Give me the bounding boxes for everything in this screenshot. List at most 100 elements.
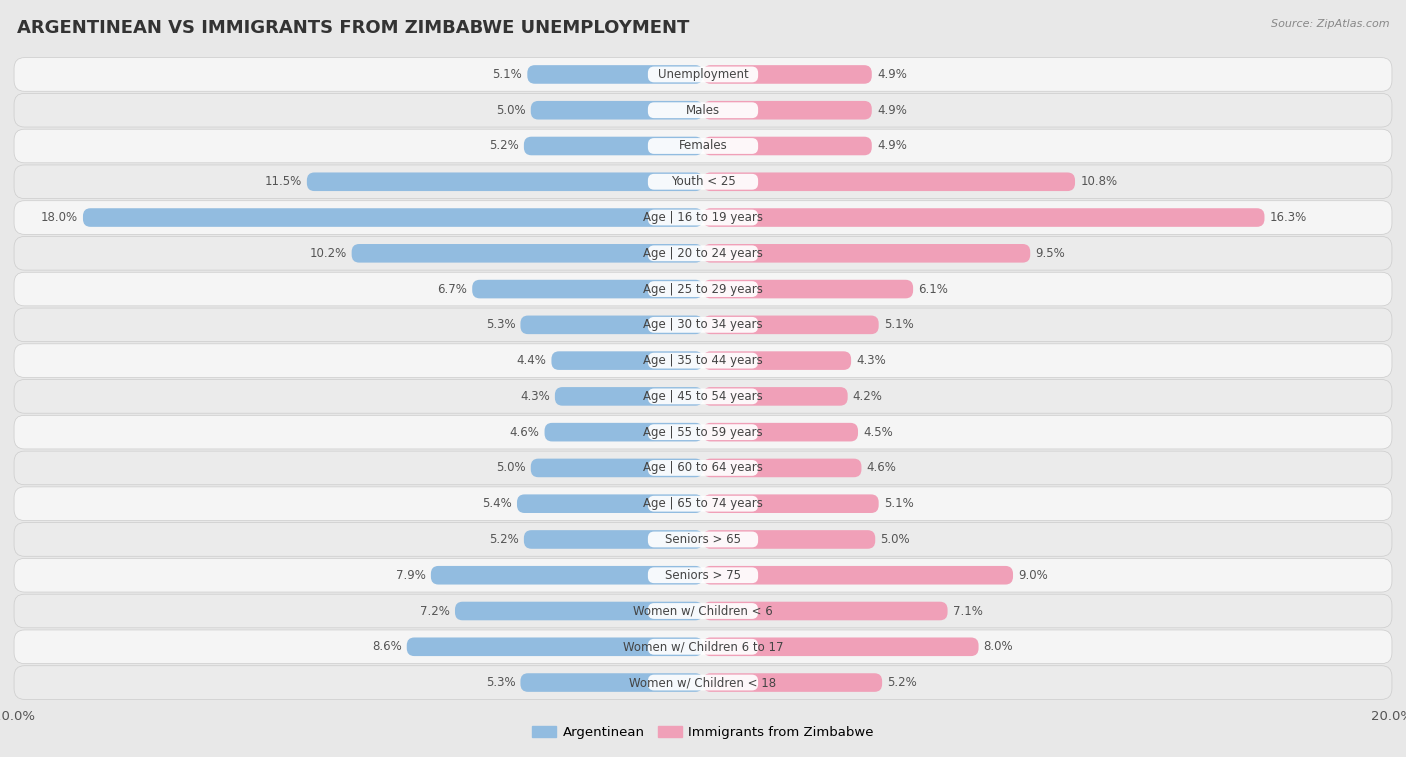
FancyBboxPatch shape — [544, 423, 703, 441]
Text: 4.2%: 4.2% — [853, 390, 883, 403]
Text: Age | 55 to 59 years: Age | 55 to 59 years — [643, 425, 763, 438]
FancyBboxPatch shape — [703, 602, 948, 620]
FancyBboxPatch shape — [648, 496, 758, 512]
FancyBboxPatch shape — [14, 236, 1392, 270]
FancyBboxPatch shape — [648, 317, 758, 333]
Text: Seniors > 65: Seniors > 65 — [665, 533, 741, 546]
Text: 4.3%: 4.3% — [520, 390, 550, 403]
FancyBboxPatch shape — [517, 494, 703, 513]
Text: Age | 16 to 19 years: Age | 16 to 19 years — [643, 211, 763, 224]
FancyBboxPatch shape — [14, 93, 1392, 127]
Text: 5.0%: 5.0% — [496, 462, 526, 475]
FancyBboxPatch shape — [648, 424, 758, 440]
Text: 4.3%: 4.3% — [856, 354, 886, 367]
FancyBboxPatch shape — [14, 630, 1392, 664]
Text: 4.5%: 4.5% — [863, 425, 893, 438]
Text: 18.0%: 18.0% — [41, 211, 77, 224]
Text: 5.2%: 5.2% — [489, 139, 519, 152]
Text: 4.9%: 4.9% — [877, 139, 907, 152]
Text: 16.3%: 16.3% — [1270, 211, 1308, 224]
FancyBboxPatch shape — [14, 451, 1392, 484]
FancyBboxPatch shape — [703, 530, 875, 549]
FancyBboxPatch shape — [14, 165, 1392, 198]
FancyBboxPatch shape — [456, 602, 703, 620]
FancyBboxPatch shape — [703, 566, 1012, 584]
FancyBboxPatch shape — [551, 351, 703, 370]
FancyBboxPatch shape — [703, 423, 858, 441]
Text: Source: ZipAtlas.com: Source: ZipAtlas.com — [1271, 19, 1389, 29]
Text: Age | 45 to 54 years: Age | 45 to 54 years — [643, 390, 763, 403]
FancyBboxPatch shape — [703, 65, 872, 84]
Text: Age | 30 to 34 years: Age | 30 to 34 years — [643, 319, 763, 332]
Text: 4.9%: 4.9% — [877, 68, 907, 81]
Text: 5.1%: 5.1% — [884, 497, 914, 510]
Text: 10.2%: 10.2% — [309, 247, 346, 260]
FancyBboxPatch shape — [527, 65, 703, 84]
Text: 9.5%: 9.5% — [1035, 247, 1066, 260]
Text: 7.2%: 7.2% — [420, 605, 450, 618]
Text: 4.6%: 4.6% — [509, 425, 540, 438]
Text: Age | 20 to 24 years: Age | 20 to 24 years — [643, 247, 763, 260]
FancyBboxPatch shape — [555, 387, 703, 406]
FancyBboxPatch shape — [648, 138, 758, 154]
FancyBboxPatch shape — [703, 244, 1031, 263]
Text: 11.5%: 11.5% — [264, 176, 302, 188]
FancyBboxPatch shape — [703, 637, 979, 656]
FancyBboxPatch shape — [648, 531, 758, 547]
Text: 5.3%: 5.3% — [485, 319, 515, 332]
FancyBboxPatch shape — [648, 174, 758, 190]
Text: Age | 35 to 44 years: Age | 35 to 44 years — [643, 354, 763, 367]
Text: Age | 65 to 74 years: Age | 65 to 74 years — [643, 497, 763, 510]
FancyBboxPatch shape — [430, 566, 703, 584]
FancyBboxPatch shape — [648, 353, 758, 369]
FancyBboxPatch shape — [14, 273, 1392, 306]
Text: 9.0%: 9.0% — [1018, 569, 1047, 581]
FancyBboxPatch shape — [14, 487, 1392, 521]
FancyBboxPatch shape — [14, 416, 1392, 449]
FancyBboxPatch shape — [520, 673, 703, 692]
Text: 5.4%: 5.4% — [482, 497, 512, 510]
FancyBboxPatch shape — [703, 387, 848, 406]
FancyBboxPatch shape — [14, 344, 1392, 378]
FancyBboxPatch shape — [14, 665, 1392, 699]
FancyBboxPatch shape — [307, 173, 703, 191]
FancyBboxPatch shape — [703, 351, 851, 370]
FancyBboxPatch shape — [648, 210, 758, 226]
FancyBboxPatch shape — [703, 316, 879, 334]
FancyBboxPatch shape — [520, 316, 703, 334]
FancyBboxPatch shape — [648, 245, 758, 261]
FancyBboxPatch shape — [648, 460, 758, 476]
Text: 5.2%: 5.2% — [489, 533, 519, 546]
Text: Females: Females — [679, 139, 727, 152]
FancyBboxPatch shape — [14, 308, 1392, 341]
Text: 5.3%: 5.3% — [485, 676, 515, 689]
FancyBboxPatch shape — [648, 102, 758, 118]
Text: 6.7%: 6.7% — [437, 282, 467, 295]
Text: Women w/ Children < 6: Women w/ Children < 6 — [633, 605, 773, 618]
FancyBboxPatch shape — [703, 280, 912, 298]
FancyBboxPatch shape — [352, 244, 703, 263]
FancyBboxPatch shape — [648, 567, 758, 583]
Text: Age | 60 to 64 years: Age | 60 to 64 years — [643, 462, 763, 475]
Text: 4.4%: 4.4% — [516, 354, 547, 367]
FancyBboxPatch shape — [648, 603, 758, 619]
FancyBboxPatch shape — [703, 673, 882, 692]
FancyBboxPatch shape — [14, 201, 1392, 235]
Text: 4.6%: 4.6% — [866, 462, 897, 475]
Text: 5.0%: 5.0% — [496, 104, 526, 117]
Text: Women w/ Children 6 to 17: Women w/ Children 6 to 17 — [623, 640, 783, 653]
FancyBboxPatch shape — [648, 388, 758, 404]
Text: Women w/ Children < 18: Women w/ Children < 18 — [630, 676, 776, 689]
Text: 8.0%: 8.0% — [984, 640, 1014, 653]
Text: Seniors > 75: Seniors > 75 — [665, 569, 741, 581]
FancyBboxPatch shape — [703, 101, 872, 120]
FancyBboxPatch shape — [524, 137, 703, 155]
Text: Males: Males — [686, 104, 720, 117]
Text: ARGENTINEAN VS IMMIGRANTS FROM ZIMBABWE UNEMPLOYMENT: ARGENTINEAN VS IMMIGRANTS FROM ZIMBABWE … — [17, 19, 689, 37]
FancyBboxPatch shape — [14, 58, 1392, 92]
FancyBboxPatch shape — [14, 594, 1392, 628]
Text: 10.8%: 10.8% — [1080, 176, 1118, 188]
Text: 5.1%: 5.1% — [884, 319, 914, 332]
FancyBboxPatch shape — [531, 101, 703, 120]
Text: 4.9%: 4.9% — [877, 104, 907, 117]
